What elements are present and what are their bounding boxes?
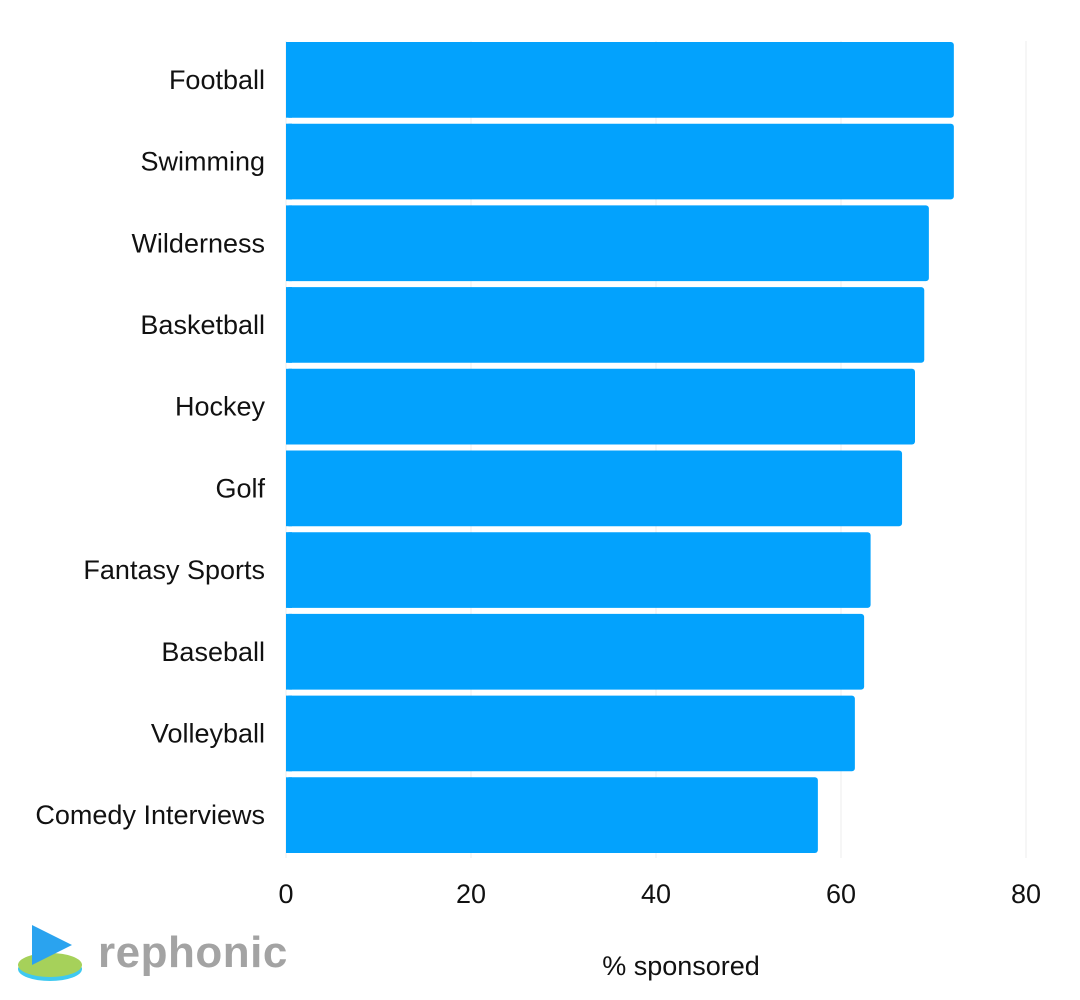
category-label: Basketball bbox=[140, 310, 265, 340]
x-axis-title: % sponsored bbox=[602, 951, 760, 981]
bar-edge bbox=[286, 777, 292, 853]
rephonic-logo: rephonic bbox=[16, 920, 288, 986]
bar bbox=[286, 777, 818, 853]
brand-name: rephonic bbox=[98, 928, 288, 977]
category-label: Fantasy Sports bbox=[83, 555, 265, 585]
category-label: Swimming bbox=[140, 147, 265, 177]
category-label: Hockey bbox=[175, 392, 266, 422]
category-label: Baseball bbox=[161, 637, 265, 667]
bar-edge bbox=[286, 205, 292, 282]
bar bbox=[286, 532, 871, 608]
bar bbox=[286, 287, 925, 363]
bar bbox=[286, 368, 915, 445]
x-tick-label: 40 bbox=[641, 879, 671, 909]
bar-edge bbox=[286, 532, 292, 608]
bar-edge bbox=[286, 368, 292, 445]
category-label: Volleyball bbox=[151, 718, 265, 748]
bar-edge bbox=[286, 613, 292, 690]
bar-edge bbox=[286, 42, 292, 118]
bar-edge bbox=[286, 123, 292, 200]
category-labels: Football Swimming Wilderness Basketball Hock… bbox=[35, 65, 265, 830]
bar-edge bbox=[286, 287, 292, 363]
x-tick-label: 60 bbox=[826, 879, 856, 909]
x-tick-labels: 0 20 40 60 80 bbox=[278, 879, 1041, 909]
x-tick-label: 80 bbox=[1011, 879, 1041, 909]
bar bbox=[286, 613, 865, 690]
category-label: Football bbox=[169, 65, 265, 95]
bar bbox=[286, 123, 954, 200]
category-label: Comedy Interviews bbox=[35, 800, 265, 830]
bar bbox=[286, 42, 954, 118]
bar-edge bbox=[286, 695, 292, 772]
x-tick-label: 20 bbox=[456, 879, 486, 909]
bars bbox=[286, 42, 954, 853]
play-triangle-logo-icon bbox=[18, 925, 82, 981]
category-label: Golf bbox=[215, 473, 265, 503]
x-tick-label: 0 bbox=[278, 879, 293, 909]
bar-edge bbox=[286, 450, 292, 527]
bar bbox=[286, 450, 903, 527]
bar bbox=[286, 205, 929, 282]
category-label: Wilderness bbox=[131, 228, 265, 258]
bar bbox=[286, 695, 855, 772]
